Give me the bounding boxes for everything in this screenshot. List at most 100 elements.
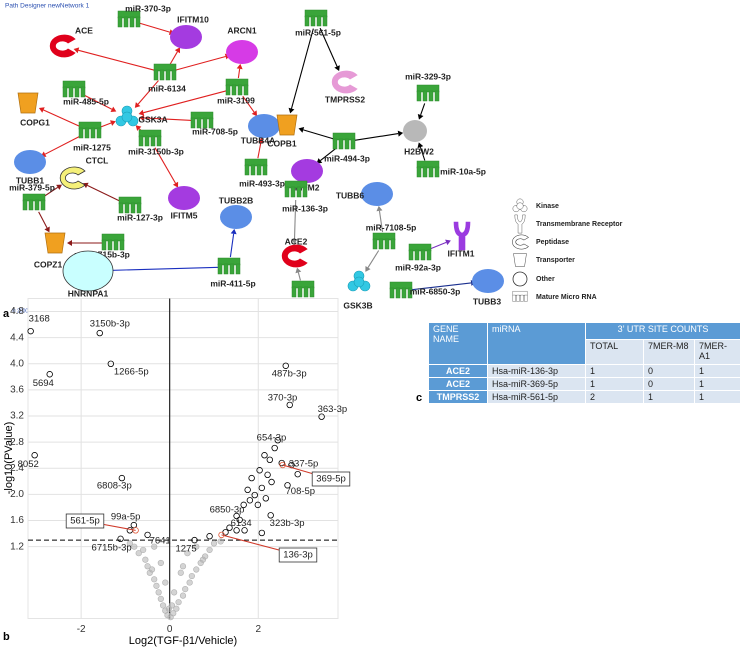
mirna-tooth (113, 239, 119, 251)
edge (237, 68, 241, 79)
panel-label: b (3, 631, 10, 643)
mirna-tooth (223, 263, 229, 275)
mirna-bar (22, 193, 46, 202)
header-cell: 3’ UTR SITE COUNTS (585, 322, 741, 340)
arrowhead (172, 181, 179, 188)
point (294, 470, 301, 478)
y-tick-label: 4.4 (10, 332, 24, 343)
node-shape (168, 186, 200, 210)
point (282, 362, 289, 369)
mirna-tooth (144, 135, 150, 147)
mirna-tooth (291, 286, 297, 298)
arrowhead (295, 267, 302, 274)
header-cell: miRNA (487, 322, 586, 365)
point (96, 329, 103, 337)
node-label: GSK3B (343, 300, 372, 310)
node-label: miR-136-3p (282, 203, 328, 213)
peptidase (281, 244, 308, 268)
mirna-bar (372, 232, 396, 241)
point (175, 599, 182, 606)
edge (242, 95, 255, 113)
arrowhead (288, 107, 295, 114)
point (284, 482, 291, 489)
edge (367, 250, 380, 268)
peptidase (49, 34, 76, 58)
point (261, 452, 268, 459)
mirna-tooth (262, 164, 268, 176)
edge (229, 233, 235, 258)
y-axis-label: -log10(PValue) (3, 422, 15, 495)
node-shape (248, 114, 280, 138)
mirna-tooth (322, 15, 328, 27)
mirna-tooth (231, 84, 237, 96)
mirna-tooth (296, 186, 302, 198)
node-icon (217, 257, 241, 275)
edge (143, 117, 193, 122)
mirna-tooth (422, 166, 428, 178)
edge (410, 282, 472, 291)
legend-icon (512, 290, 528, 302)
mirna-tooth (350, 138, 356, 150)
point (258, 529, 266, 537)
node-label: IFITM1 (448, 248, 475, 258)
y-tick-label: 4.0 (10, 358, 24, 369)
receptor (453, 221, 471, 251)
mirna-tooth (202, 117, 208, 129)
point (233, 512, 240, 520)
point-label: 561-5p (70, 516, 100, 527)
node-icon (118, 196, 142, 214)
mirna-bar (78, 121, 102, 130)
point-label: 363-3p (318, 404, 348, 415)
mirna-tooth (408, 249, 414, 261)
mirna-bar (118, 196, 142, 205)
node-icon (59, 166, 86, 190)
arrowhead (73, 47, 80, 54)
node-icon (22, 193, 46, 211)
point (226, 524, 233, 531)
point (267, 512, 274, 519)
header-cell: GENE NAME (428, 322, 488, 365)
edge (137, 80, 159, 105)
mirna-tooth (416, 90, 422, 102)
legend-label: Kinase (536, 203, 559, 210)
arrowhead (445, 239, 451, 246)
mirna-tooth (119, 239, 125, 251)
panel-label: c (416, 392, 422, 404)
mirna-tooth (117, 16, 123, 28)
mirna-tooth (297, 286, 303, 298)
point (286, 401, 293, 409)
node-icon (190, 111, 214, 129)
legend-icon (512, 234, 529, 250)
node-icon (168, 186, 200, 210)
point (236, 516, 243, 524)
count-cell: 1 (694, 364, 741, 378)
mirna-tooth (136, 202, 142, 214)
mirna-tooth (90, 127, 96, 139)
point (118, 474, 126, 482)
node-icon (115, 105, 139, 127)
point (151, 576, 158, 583)
arrowhead (257, 137, 264, 144)
node-label: miR-493-3p (239, 178, 285, 188)
node-icon (248, 114, 280, 138)
node-icon (281, 244, 308, 268)
arrowhead (365, 265, 371, 272)
mirna-tooth (130, 202, 136, 214)
edge (87, 184, 122, 203)
mirna-tooth (138, 135, 144, 147)
y-tick-label: 1.6 (10, 515, 24, 526)
node-shape (361, 182, 393, 206)
count-cell: 1 (643, 390, 695, 404)
mirna-tooth (229, 263, 235, 275)
point (240, 501, 247, 509)
mirna-tooth (416, 166, 422, 178)
node-label: TUBB6 (336, 190, 365, 200)
count-cell: 0 (643, 377, 695, 391)
mirna-tooth (309, 286, 315, 298)
node-label: HNRNPA1 (68, 288, 109, 298)
point (135, 550, 142, 557)
count-cell: 0 (643, 364, 695, 378)
mirna-bar (304, 9, 328, 18)
y-tick-label: 2.8 (10, 437, 24, 448)
node-label: miR-708-5p (192, 126, 238, 136)
